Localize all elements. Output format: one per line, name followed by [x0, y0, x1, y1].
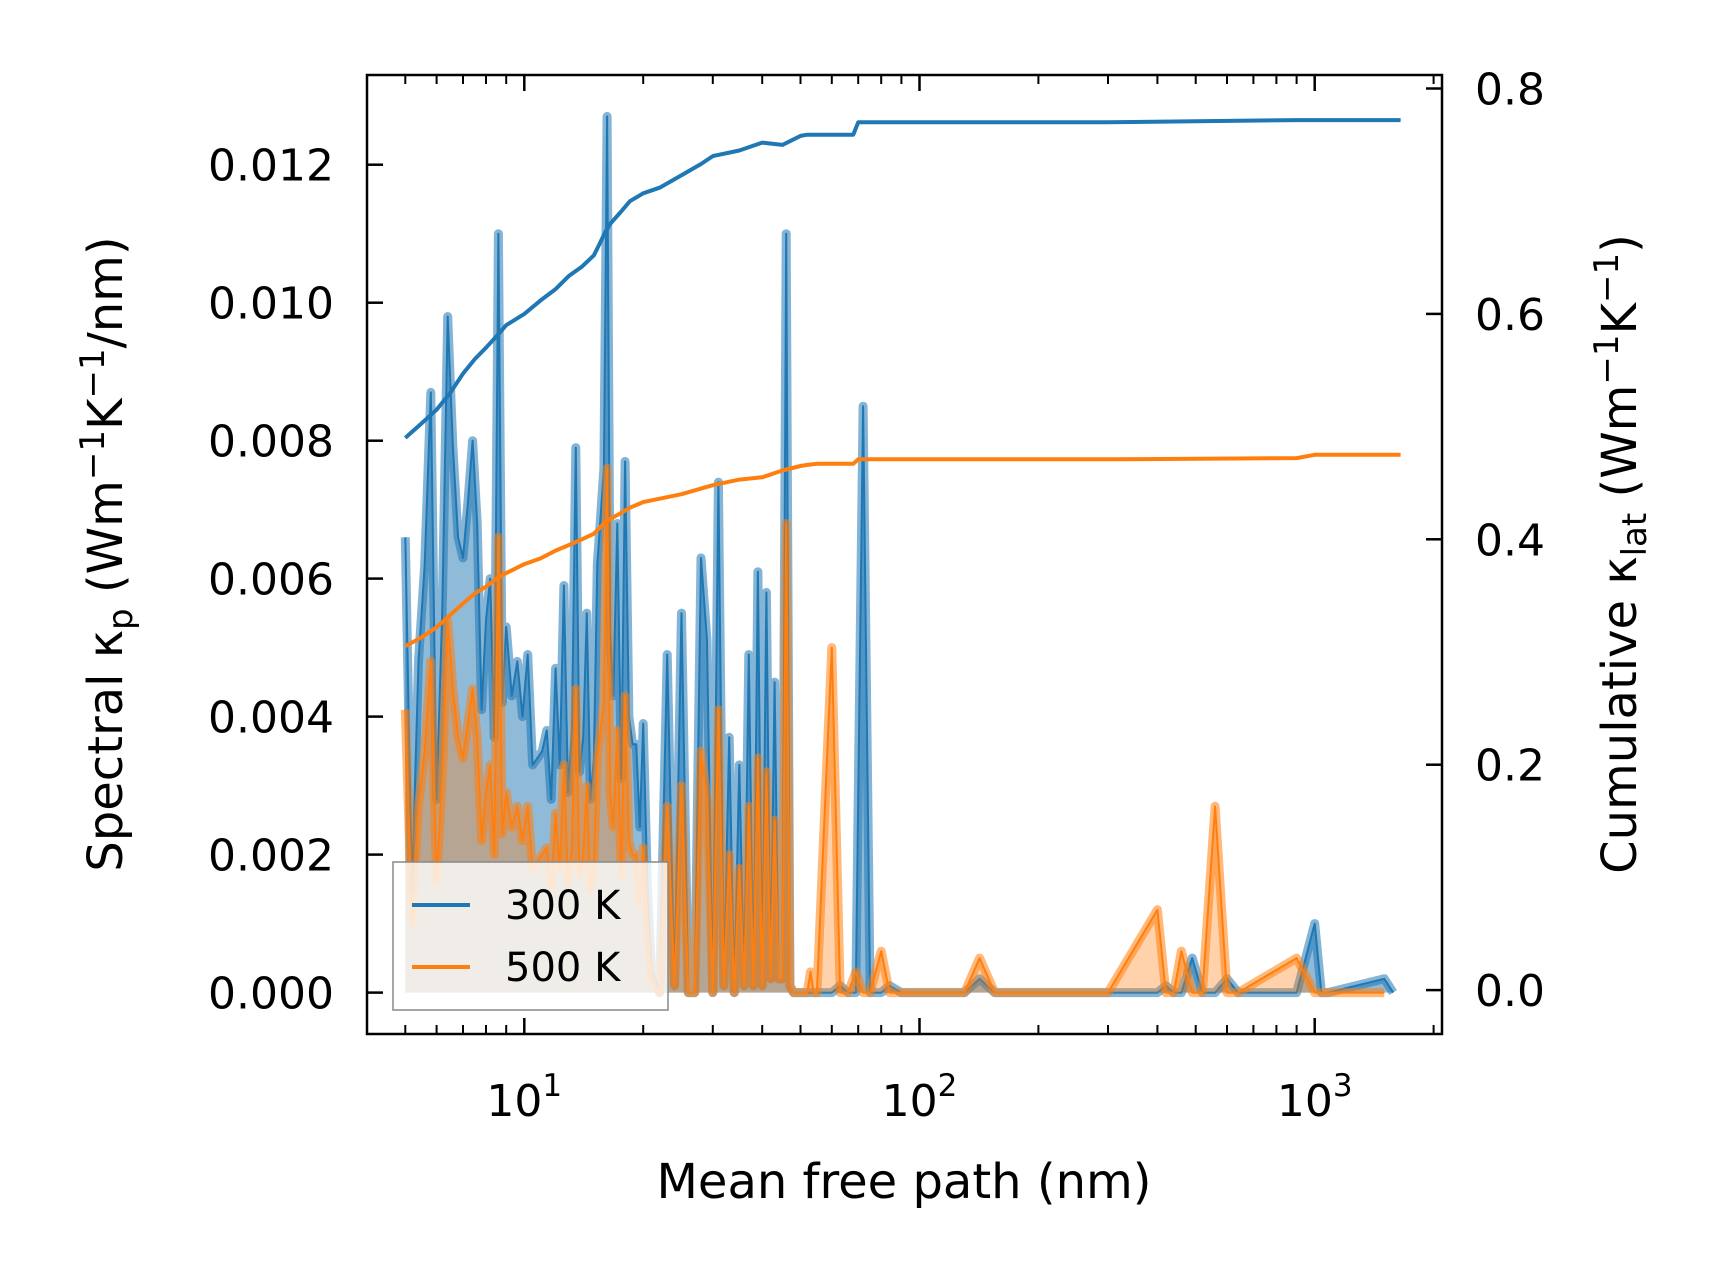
left-axis-title-units: (Wm — [78, 480, 134, 608]
left-axis-title-sup1: −1 — [73, 430, 113, 480]
legend: 300 K 500 K — [392, 861, 669, 1011]
legend-label-500k: 500 K — [505, 945, 622, 991]
right-y-tick-label: 0.2 — [1475, 741, 1545, 792]
left-axis-title-tail: /nm) — [78, 236, 134, 348]
right-axis-title-k: K — [1592, 301, 1648, 334]
right-axis-title-tail: ) — [1592, 234, 1648, 253]
right-axis-title-sup2: −1 — [1587, 253, 1627, 303]
left-axis-title-sub: p — [101, 608, 141, 630]
x-tick-label-exponent: 1 — [542, 1068, 562, 1104]
left-y-tick-label: 0.008 — [208, 417, 334, 468]
left-axis-title-sup2: −1 — [73, 348, 113, 398]
x-axis-title: Mean free path (nm) — [657, 1154, 1152, 1210]
left-y-tick-label: 0.012 — [208, 141, 334, 192]
left-axis-title-main: Spectral κ — [78, 630, 134, 872]
left-axis-title-k: K — [78, 397, 134, 430]
spectral-line-500k — [404, 467, 1385, 994]
right-axis-title-sup1: −1 — [1587, 334, 1627, 384]
x-tick-label: 101 — [486, 1068, 562, 1127]
x-tick-label-base: 10 — [486, 1076, 542, 1127]
right-axis-title-main: Cumulative κ — [1592, 556, 1648, 874]
right-y-tick-label: 0.0 — [1475, 966, 1545, 1017]
left-y-tick-label: 0.000 — [208, 969, 334, 1020]
left-y-tick-label: 0.006 — [208, 555, 334, 606]
x-tick-label-exponent: 3 — [1333, 1068, 1353, 1104]
x-tick-label-base: 10 — [1277, 1076, 1333, 1127]
cumulative-line-500k — [404, 452, 1401, 649]
legend-label-300k: 300 K — [505, 883, 622, 929]
right-axis-title: Cumulative κlat (Wm−1K−1) — [1587, 234, 1655, 874]
cumulative-line-300k — [403, 118, 1401, 440]
legend-box — [392, 861, 669, 1011]
left-y-tick-label: 0.002 — [208, 831, 334, 882]
right-axis-title-sub: lat — [1615, 513, 1655, 557]
plot-frame — [365, 73, 1444, 1036]
x-tick-label-base: 10 — [882, 1076, 938, 1127]
left-y-tick-label: 0.010 — [208, 279, 334, 330]
x-tick-label: 102 — [882, 1068, 958, 1127]
right-axis-title-units: (Wm — [1592, 385, 1648, 513]
left-y-tick-label: 0.004 — [208, 693, 334, 744]
x-tick-label-exponent: 2 — [938, 1068, 958, 1104]
right-y-tick-label: 0.6 — [1475, 290, 1545, 341]
axes-layer: 101 102 1030.0000.0020.0040.0060.0080.0100… — [208, 65, 1545, 1128]
right-y-tick-label: 0.4 — [1475, 515, 1545, 566]
left-axis-title: Spectral κp (Wm−1K−1/nm) — [73, 236, 141, 871]
right-y-tick-label: 0.8 — [1475, 65, 1545, 116]
x-tick-label: 103 — [1277, 1068, 1353, 1127]
